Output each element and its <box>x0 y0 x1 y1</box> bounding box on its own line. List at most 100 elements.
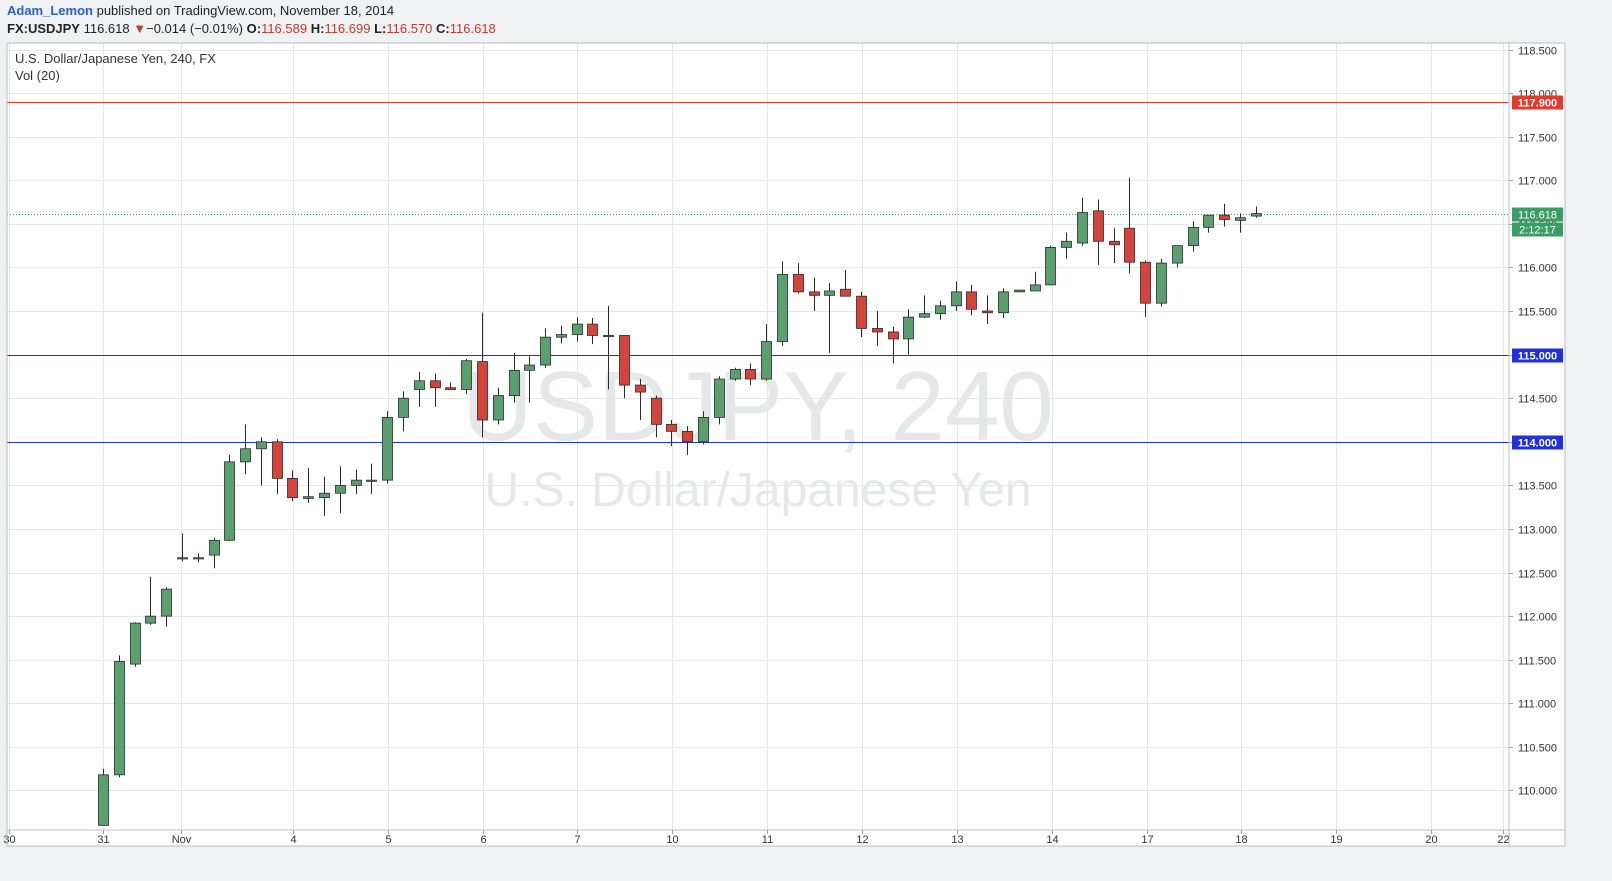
candle <box>682 426 693 455</box>
x-tick-label: 22 <box>1497 834 1509 846</box>
candle <box>840 270 851 297</box>
watermark-description: U.S. Dollar/Japanese Yen <box>484 464 1031 517</box>
author-link[interactable]: Adam_Lemon <box>7 3 93 18</box>
y-tick-label: 115.500 <box>1518 307 1557 319</box>
candle-body <box>809 291 820 296</box>
last-price-tag <box>1512 207 1563 222</box>
candle-body <box>761 341 772 380</box>
price-tags: 117.900 115.000 114.000 116.618 2:12:17 <box>1512 95 1563 450</box>
candle <box>761 324 772 381</box>
candle-body <box>130 622 141 665</box>
last-price-tag-label: 116.618 <box>1518 210 1557 222</box>
candle-body <box>303 496 314 499</box>
candle <box>161 587 172 627</box>
candle <box>1061 232 1072 259</box>
candle-body <box>1172 245 1183 264</box>
y-tick-label: 114.500 <box>1518 394 1557 406</box>
candle-body <box>998 291 1009 314</box>
y-tick-label: 117.000 <box>1518 176 1557 188</box>
time-axis[interactable] <box>7 830 1565 846</box>
watermark: USDJPY, 240 U.S. Dollar/Japanese Yen <box>462 351 1054 517</box>
candle-body <box>682 430 693 443</box>
candle-body <box>1219 214 1230 220</box>
candle <box>698 411 709 445</box>
candle-body <box>840 288 851 297</box>
candle <box>793 263 804 294</box>
y-tick-label: 110.500 <box>1518 743 1557 755</box>
candle-body <box>556 334 567 338</box>
y-tick-label: 118.500 <box>1518 46 1557 58</box>
candle <box>872 311 883 346</box>
y-tick-label: 111.000 <box>1518 699 1556 711</box>
candle-body <box>603 335 614 338</box>
candle-body <box>209 539 220 556</box>
publish-info: Adam_Lemon published on TradingView.com,… <box>7 3 394 18</box>
candle <box>1219 203 1230 227</box>
x-tick-label: 17 <box>1141 834 1153 846</box>
level-tag-label: 114.000 <box>1518 438 1557 450</box>
candle-body <box>888 331 899 340</box>
candle <box>1251 206 1262 218</box>
candle-body <box>1188 226 1199 247</box>
candlestick-series <box>98 177 1262 826</box>
symbol-label: FX:USDJPY <box>7 21 80 36</box>
candle-body <box>1109 240 1120 246</box>
watermark-symbol: USDJPY, 240 <box>462 351 1054 461</box>
candle <box>493 387 504 425</box>
candle <box>1203 214 1214 233</box>
candle <box>351 469 362 495</box>
candle <box>193 553 204 563</box>
candle <box>1235 213 1246 233</box>
bar-countdown-label: 2:12:17 <box>1519 225 1556 237</box>
x-tick-label: 18 <box>1235 834 1247 846</box>
candle-body <box>777 274 788 342</box>
candle-body <box>666 423 677 432</box>
candle <box>1045 245 1056 286</box>
candle <box>556 325 567 344</box>
candle-body <box>335 484 346 494</box>
candle <box>587 318 598 345</box>
candle <box>319 476 330 516</box>
series-title[interactable]: U.S. Dollar/Japanese Yen, 240, FX <box>15 51 216 66</box>
candle-body <box>461 360 472 390</box>
candle <box>619 335 630 399</box>
candle-body <box>382 416 393 481</box>
candle <box>651 395 662 438</box>
plot-area[interactable] <box>7 43 1509 830</box>
candle-body <box>1093 210 1104 242</box>
y-tick-label: 117.500 <box>1518 133 1557 145</box>
candle <box>919 295 930 319</box>
candle-body <box>587 323 598 336</box>
candle <box>1014 289 1025 293</box>
candle <box>714 376 725 425</box>
candle-body <box>856 295 867 329</box>
candle-body <box>1251 213 1262 217</box>
candle-body <box>824 290 835 296</box>
volume-indicator-label[interactable]: Vol (20) <box>15 68 60 83</box>
candle-body <box>1235 217 1246 221</box>
candle <box>335 466 346 514</box>
candle <box>1077 197 1088 246</box>
candle <box>414 372 425 407</box>
candle <box>524 356 535 403</box>
candle <box>445 382 456 390</box>
candle <box>224 454 235 542</box>
candle <box>935 300 946 320</box>
candle-body <box>240 448 251 463</box>
candle-body <box>319 492 330 498</box>
candle-body <box>272 441 283 479</box>
y-tick-label: 112.500 <box>1518 569 1557 581</box>
candle <box>824 283 835 353</box>
candle-body <box>793 274 804 293</box>
candle <box>951 281 962 312</box>
candle-body <box>966 291 977 310</box>
candle-body <box>161 588 172 617</box>
level-tag-label: 115.000 <box>1518 351 1557 363</box>
candle-body <box>398 397 409 418</box>
x-tick-label: 14 <box>1046 834 1058 846</box>
candle-body <box>524 364 535 371</box>
x-tick-label: 13 <box>951 834 963 846</box>
open-value: 116.589 <box>261 21 308 36</box>
candle <box>398 391 409 432</box>
